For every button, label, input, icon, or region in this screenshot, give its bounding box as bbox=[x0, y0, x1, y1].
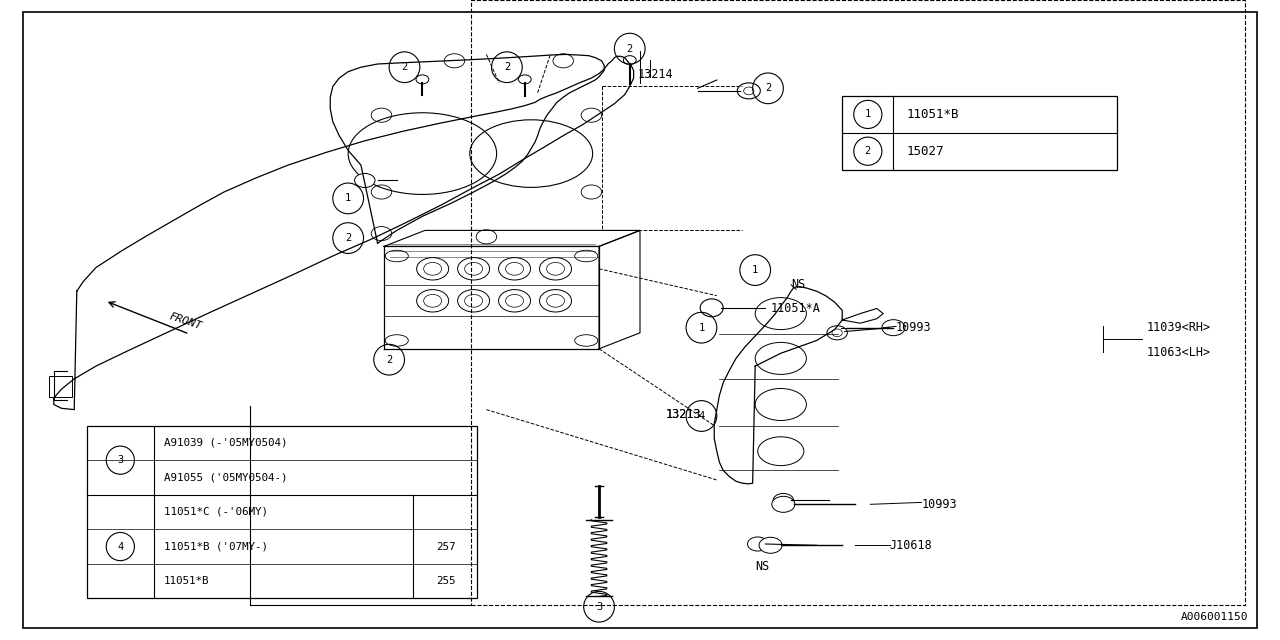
Ellipse shape bbox=[759, 538, 782, 553]
Text: 2: 2 bbox=[765, 83, 771, 93]
Text: 10993: 10993 bbox=[922, 498, 957, 511]
Text: A91055 ('05MY0504-): A91055 ('05MY0504-) bbox=[164, 472, 287, 483]
Ellipse shape bbox=[772, 497, 795, 513]
Text: 11051*B: 11051*B bbox=[164, 576, 210, 586]
Text: 1: 1 bbox=[699, 323, 704, 333]
Text: 10993: 10993 bbox=[896, 321, 932, 334]
Ellipse shape bbox=[882, 320, 905, 336]
Text: 13213: 13213 bbox=[666, 408, 701, 421]
Text: 1: 1 bbox=[346, 193, 351, 204]
Ellipse shape bbox=[827, 326, 847, 340]
Text: A91039 (-'05MY0504): A91039 (-'05MY0504) bbox=[164, 438, 287, 448]
Ellipse shape bbox=[700, 299, 723, 317]
Bar bbox=[842, 96, 1117, 170]
Ellipse shape bbox=[355, 173, 375, 188]
Text: 2: 2 bbox=[387, 355, 392, 365]
Text: 2: 2 bbox=[346, 233, 351, 243]
Bar bbox=[49, 376, 72, 397]
Text: 255: 255 bbox=[435, 576, 456, 586]
Ellipse shape bbox=[748, 537, 768, 551]
Text: NS: NS bbox=[791, 278, 805, 291]
Text: 4: 4 bbox=[118, 541, 123, 552]
Text: 11051*A: 11051*A bbox=[771, 302, 820, 315]
Text: 2: 2 bbox=[865, 146, 870, 156]
Ellipse shape bbox=[773, 493, 794, 508]
Bar bbox=[87, 426, 477, 598]
Text: A006001150: A006001150 bbox=[1180, 612, 1248, 622]
Text: FRONT: FRONT bbox=[168, 311, 204, 332]
Text: 2: 2 bbox=[504, 62, 509, 72]
Text: 2: 2 bbox=[402, 62, 407, 72]
Text: 1: 1 bbox=[753, 265, 758, 275]
Text: 3: 3 bbox=[596, 602, 602, 612]
Text: 257: 257 bbox=[435, 541, 456, 552]
Text: 2: 2 bbox=[627, 44, 632, 54]
Text: 1: 1 bbox=[865, 109, 870, 120]
Ellipse shape bbox=[737, 83, 760, 99]
Text: 3: 3 bbox=[118, 455, 123, 465]
Text: 11051*B ('07MY-): 11051*B ('07MY-) bbox=[164, 541, 268, 552]
Ellipse shape bbox=[518, 75, 531, 84]
Text: NS: NS bbox=[755, 560, 769, 573]
Text: J10618: J10618 bbox=[890, 540, 932, 552]
Text: 11039<RH>: 11039<RH> bbox=[1147, 321, 1211, 334]
Text: 13213: 13213 bbox=[666, 408, 701, 421]
Text: 13214: 13214 bbox=[637, 68, 673, 81]
Text: 11063<LH>: 11063<LH> bbox=[1147, 346, 1211, 358]
Text: 11051*B: 11051*B bbox=[906, 108, 959, 121]
Ellipse shape bbox=[623, 56, 636, 65]
Text: 4: 4 bbox=[699, 411, 704, 421]
Text: 15027: 15027 bbox=[906, 145, 943, 157]
Ellipse shape bbox=[416, 75, 429, 84]
Bar bbox=[471, 0, 1245, 605]
Text: 11051*C (-'06MY): 11051*C (-'06MY) bbox=[164, 507, 268, 517]
